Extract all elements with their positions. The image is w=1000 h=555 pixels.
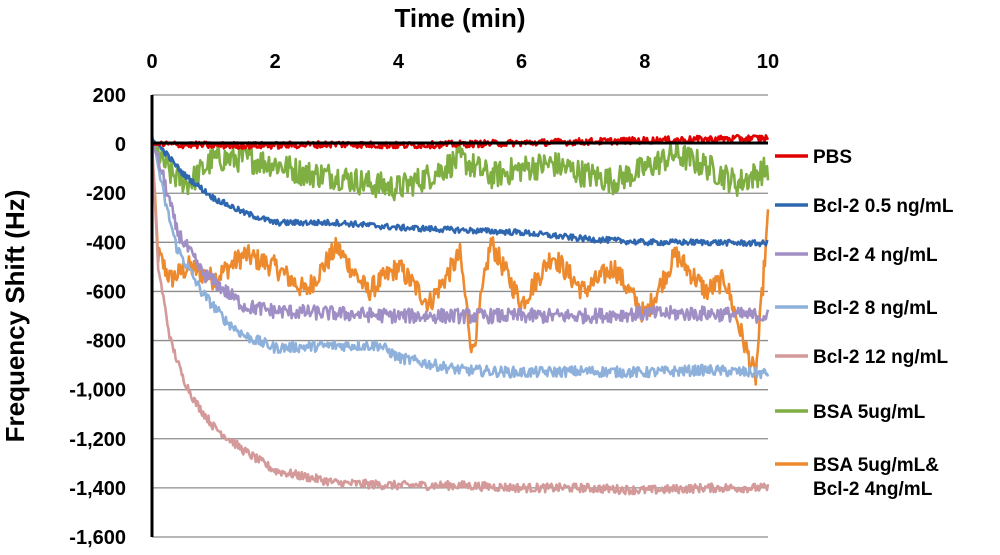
y-tick-label: -400 (86, 232, 126, 254)
y-tick-label: -1,000 (69, 380, 126, 402)
series-line (151, 133, 770, 150)
legend-label: Bcl-2 4 ng/mL (813, 245, 938, 266)
y-tick-label: -600 (86, 281, 126, 303)
x-tick-label: 8 (639, 51, 650, 73)
legend: PBS Bcl-2 0.5 ng/mL Bcl-2 4 ng/mL Bcl-2 8 n… (775, 147, 954, 500)
legend-label: Bcl-2 8 ng/mL (813, 298, 938, 319)
axes (150, 95, 768, 537)
legend-label: Bcl-2 12 ng/mL (813, 347, 949, 368)
series-line (150, 137, 769, 248)
series-line (150, 142, 770, 496)
y-tick-labels: 200 0 -200 -400 -600 -800 -1,000 -1,200 -1,400 -1… (69, 85, 126, 549)
x-tick-label: 10 (757, 51, 779, 73)
y-tick-label: -200 (86, 183, 126, 205)
series-line (150, 132, 770, 380)
y-tick-label: 0 (115, 134, 126, 156)
y-axis-title: Frequency Shift (Hz) (0, 190, 30, 443)
x-tick-label: 4 (393, 51, 405, 73)
y-tick-label: -800 (86, 331, 126, 353)
series-lines (150, 132, 770, 496)
legend-label: BSA 5ug/mL& (813, 455, 939, 476)
series-line (151, 139, 770, 325)
legend-label: Bcl-2 0.5 ng/mL (813, 196, 954, 217)
x-tick-labels: 0 2 4 6 8 10 (146, 51, 779, 73)
legend-label: BSA 5ug/mL (813, 402, 926, 423)
series-line (150, 143, 770, 386)
y-tick-label: 200 (93, 85, 126, 107)
x-axis-title: Time (min) (395, 3, 526, 33)
y-tick-label: -1,600 (69, 527, 126, 549)
x-tick-label: 6 (516, 51, 527, 73)
legend-label: PBS (813, 147, 852, 168)
x-tick-label: 2 (270, 51, 281, 73)
y-tick-label: -1,400 (69, 478, 126, 500)
series-line (150, 140, 770, 202)
legend-label: Bcl-2 4ng/mL (813, 479, 933, 500)
y-tick-label: -1,200 (69, 429, 126, 451)
x-tick-label: 0 (146, 51, 157, 73)
